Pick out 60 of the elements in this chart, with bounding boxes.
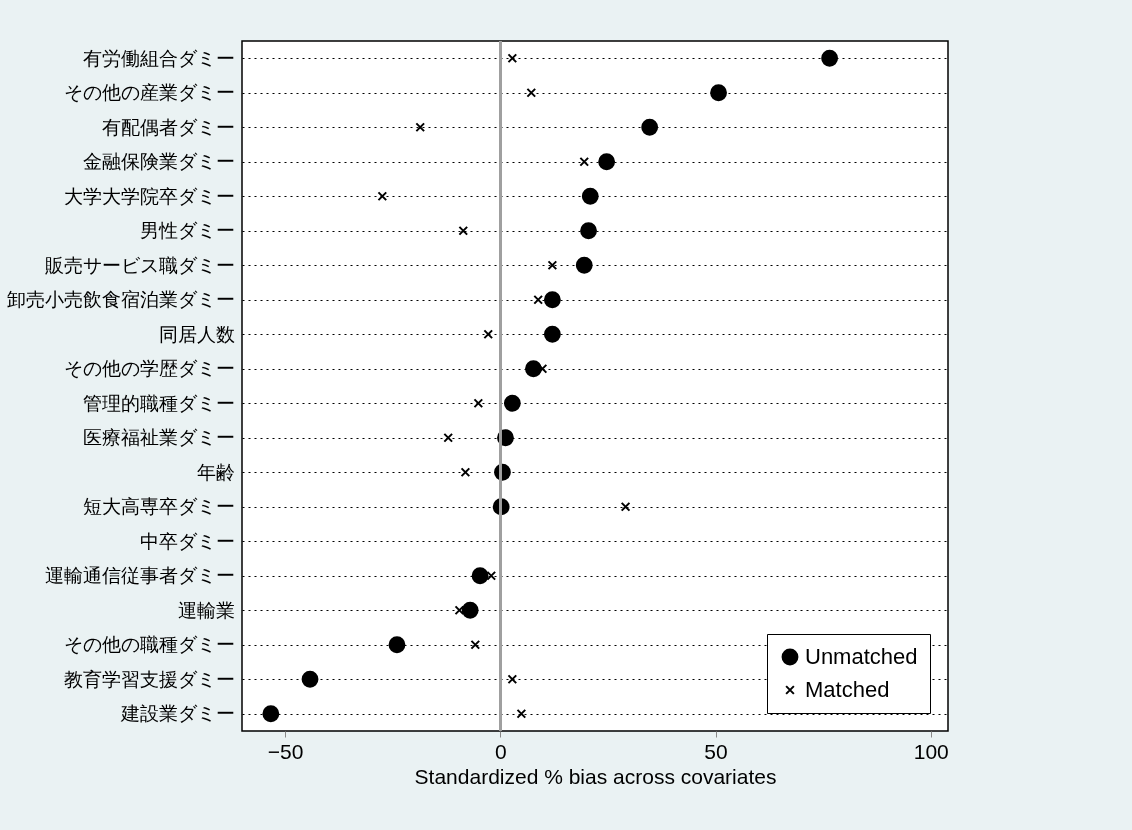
point xyxy=(821,49,839,67)
point xyxy=(507,53,518,64)
point xyxy=(526,87,537,98)
y-tick-label: 運輸業 xyxy=(177,599,235,621)
point xyxy=(581,187,599,205)
legend-label: Matched xyxy=(805,677,890,702)
y-tick-label: 金融保険業ダミー xyxy=(82,151,235,173)
x-axis-title: Standardized % bias across covariates xyxy=(414,764,777,788)
point xyxy=(620,501,631,512)
legend-label: Unmatched xyxy=(805,644,918,669)
y-tick-label: 建設業ダミー xyxy=(119,703,235,725)
y-tick-label: その他の学歴ダミー xyxy=(63,358,235,380)
point xyxy=(507,674,518,685)
point xyxy=(710,84,727,102)
point xyxy=(471,567,489,585)
y-tick-label: 運輸通信従事者ダミー xyxy=(44,565,235,587)
y-tick-label: 有配偶者ダミー xyxy=(101,116,235,138)
point xyxy=(575,256,593,274)
y-tick-label: 販売サービス職ダミー xyxy=(44,254,235,276)
x-tick-label: −50 xyxy=(267,739,304,763)
point xyxy=(262,705,280,723)
point xyxy=(460,467,471,478)
point xyxy=(483,329,494,340)
point xyxy=(458,225,469,236)
y-tick-label: 管理的職種ダミー xyxy=(82,392,235,414)
y-tick-label: 教育学習支援ダミー xyxy=(63,668,235,690)
point xyxy=(641,118,659,136)
y-tick-label: 医療福祉業ダミー xyxy=(82,427,235,449)
point xyxy=(443,432,454,443)
y-tick-label: 大学大学院卒ダミー xyxy=(63,185,235,207)
y-tick-label: 短大高専卒ダミー xyxy=(82,496,235,518)
point xyxy=(516,708,527,719)
y-tick-label: 中卒ダミー xyxy=(139,530,235,552)
point xyxy=(486,570,497,581)
x-tick-label: 0 xyxy=(494,739,507,763)
point xyxy=(533,294,544,305)
point xyxy=(415,122,426,133)
x-tick-label: 50 xyxy=(704,739,728,763)
point xyxy=(503,394,521,412)
y-tick-label: その他の職種ダミー xyxy=(63,634,235,656)
y-tick-label: 同居人数 xyxy=(158,323,235,345)
point xyxy=(525,360,542,378)
point xyxy=(543,291,561,309)
point xyxy=(461,601,479,619)
y-tick-label: その他の産業ダミー xyxy=(63,82,235,104)
point xyxy=(473,398,484,409)
y-tick-label: 卸売小売飲食宿泊業ダミー xyxy=(6,289,235,311)
y-tick-label: 男性ダミー xyxy=(139,220,235,242)
x-tick-label: 100 xyxy=(913,739,949,763)
point xyxy=(547,260,558,271)
point xyxy=(301,670,319,688)
point xyxy=(388,636,406,654)
point xyxy=(543,325,561,343)
point xyxy=(470,639,481,650)
point xyxy=(580,222,597,240)
point xyxy=(579,156,590,167)
y-tick-label: 有労働組合ダミー xyxy=(82,47,235,69)
point xyxy=(377,191,388,202)
point xyxy=(598,153,616,171)
y-tick-label: 年齢 xyxy=(196,461,235,483)
